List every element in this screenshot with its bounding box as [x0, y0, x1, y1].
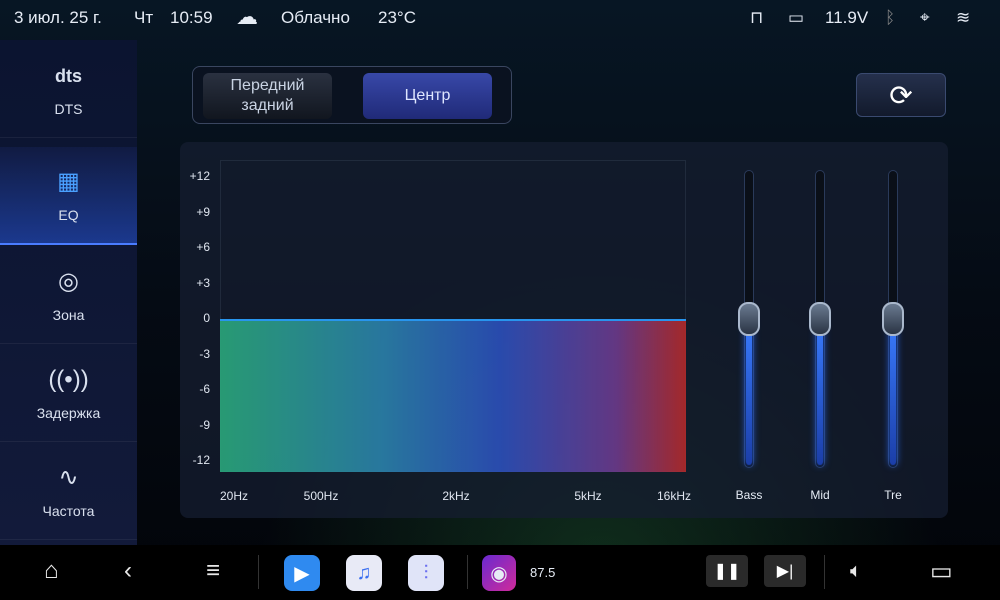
sidebar-item-delay[interactable]: ((•)) Задержка — [0, 344, 137, 442]
slider-thumb[interactable] — [882, 302, 904, 336]
sidebar-item-label: Зона — [52, 306, 85, 323]
button-label: Центр — [404, 87, 451, 104]
slider-label: Mid — [810, 488, 830, 502]
weekday: Чт — [134, 8, 154, 27]
status-bar: 3 июл. 25 г. Чт 10:59 ☁ Облачно 23°C ⊓ ▭… — [0, 0, 1000, 36]
usb-icon: ⊓ — [750, 8, 764, 27]
album-art-icon[interactable]: ◉ — [482, 555, 516, 591]
refresh-icon: ⟳ — [889, 79, 913, 111]
center-button[interactable]: Центр — [363, 73, 492, 119]
cloud-icon: ☁ — [236, 4, 258, 29]
eq-curve-area[interactable] — [220, 318, 686, 472]
pause-button[interactable]: ❚❚ — [706, 555, 748, 587]
x-tick-label: 20Hz — [219, 489, 249, 503]
next-button[interactable]: ▶| — [764, 555, 806, 587]
y-tick-label: +6 — [196, 240, 210, 254]
sidebar-item-zone[interactable]: ◎ Зона — [0, 246, 137, 344]
sidebar: dts DTS ▦ EQ ◎ Зона ((•)) Задержка ∿ Частота — [0, 40, 137, 545]
y-tick-label: +12 — [189, 169, 210, 183]
weather-text: Облачно — [281, 8, 350, 27]
wifi-icon: ≋ — [956, 8, 971, 27]
y-tick-label: +3 — [196, 275, 210, 290]
divider — [824, 555, 825, 589]
waveform-icon: ∿ — [58, 463, 79, 491]
date: 3 июл. 25 г. — [14, 8, 102, 27]
divider — [258, 555, 259, 589]
slider-tre[interactable] — [882, 170, 904, 468]
sidebar-item-eq[interactable]: ▦ EQ — [0, 147, 137, 245]
sidebar-item-label: Задержка — [36, 404, 101, 421]
menu-icon[interactable]: ≡ — [206, 557, 221, 584]
clock: 10:59 — [170, 8, 213, 27]
y-tick-label: +9 — [196, 204, 210, 219]
x-tick-label: 500Hz — [303, 489, 339, 503]
dts-logo-icon: dts — [55, 65, 82, 86]
back-icon[interactable]: ‹ — [124, 557, 132, 584]
temperature: 23°C — [378, 8, 416, 27]
x-tick-label: 2kHz — [442, 489, 470, 503]
speaker-waves-icon: ((•)) — [48, 365, 89, 393]
slider-bass[interactable] — [738, 170, 760, 468]
sidebar-item-label: EQ — [58, 207, 79, 223]
slider-label: Tre — [884, 488, 902, 502]
audio-app-icon[interactable]: ⫶ — [408, 555, 444, 591]
voltage: 11.9V — [825, 8, 869, 27]
y-tick-label: -9 — [199, 417, 210, 432]
video-app-icon[interactable]: ▶ — [284, 555, 320, 591]
x-tick-label: 16kHz — [656, 489, 692, 503]
button-label: Передний задний — [230, 77, 305, 114]
bottom-bar: ⌂ ‹ ≡ ▶ ♫ ⫶ ◉ 87.5 ❚❚ ▶| 🔈︎ ▭ — [0, 545, 1000, 600]
sidebar-item-label: Частота — [42, 502, 95, 519]
reset-button[interactable]: ⟳ — [856, 73, 946, 117]
screen-icon[interactable]: ▭ — [930, 558, 953, 585]
volume-icon[interactable]: 🔈︎ — [850, 560, 862, 582]
sidebar-item-frequency[interactable]: ∿ Частота — [0, 442, 137, 540]
home-icon[interactable]: ⌂ — [44, 557, 59, 584]
mode-selector: Передний задний Центр — [192, 66, 512, 124]
sidebar-item-label: DTS — [54, 100, 83, 117]
slider-thumb[interactable] — [738, 302, 760, 336]
y-tick-label: -3 — [199, 346, 210, 361]
battery-icon: ▭ — [788, 8, 805, 27]
radio-frequency: 87.5 — [530, 565, 556, 580]
divider — [467, 555, 468, 589]
location-icon: ⌖ — [920, 8, 930, 27]
sidebar-item-dts[interactable]: dts DTS — [0, 40, 137, 138]
front-rear-button[interactable]: Передний задний — [203, 73, 332, 119]
eq-icon: ▦ — [57, 168, 80, 195]
slider-level — [817, 318, 823, 465]
zone-icon: ◎ — [58, 267, 79, 295]
slider-mid[interactable] — [809, 170, 831, 468]
slider-level — [890, 318, 896, 465]
music-app-icon[interactable]: ♫ — [346, 555, 382, 591]
x-tick-label: 5kHz — [574, 489, 602, 503]
slider-level — [746, 318, 752, 465]
y-tick-label: -6 — [199, 382, 210, 396]
slider-thumb[interactable] — [809, 302, 831, 336]
y-tick-label: -12 — [192, 453, 210, 467]
y-tick-label: 0 — [203, 311, 210, 325]
slider-label: Bass — [735, 488, 763, 502]
bluetooth-icon: ᛒ — [885, 8, 896, 27]
